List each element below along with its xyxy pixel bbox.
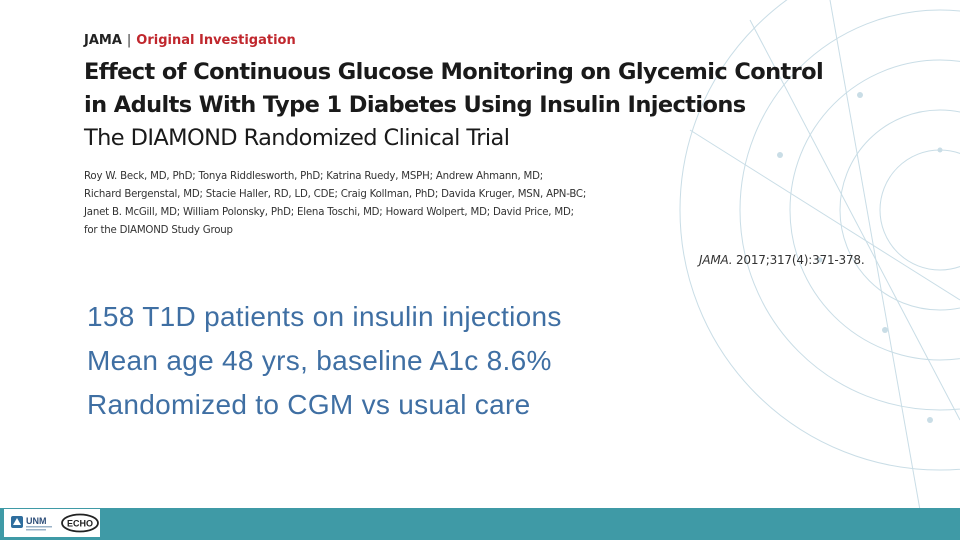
author-line: Roy W. Beck, MD, PhD; Tonya Riddlesworth… (84, 171, 543, 182)
summary-points: 158 T1D patients on insulin injections M… (87, 295, 562, 427)
citation-details: 2017;317(4):371-378. (735, 253, 865, 267)
author-line: Janet B. McGill, MD; William Polonsky, P… (84, 207, 574, 218)
journal-header: JAMA | Original Investigation (84, 33, 296, 48)
footer-logos: UNM ECHO (4, 509, 100, 537)
article-subtitle: The DIAMOND Randomized Clinical Trial (84, 125, 510, 151)
journal-name: JAMA (84, 33, 122, 48)
summary-point: Mean age 48 yrs, baseline A1c 8.6% (87, 345, 552, 376)
author-line: Richard Bergenstal, MD; Stacie Haller, R… (84, 189, 587, 200)
summary-point: 158 T1D patients on insulin injections (87, 301, 562, 332)
citation-journal: JAMA. (699, 253, 733, 267)
summary-point: Randomized to CGM vs usual care (87, 389, 531, 420)
journal-separator: | (126, 33, 132, 48)
unm-logo-text: UNM (26, 516, 47, 526)
footer-bar (0, 508, 960, 540)
article-title: Effect of Continuous Glucose Monitoring … (84, 56, 824, 122)
author-line: for the DIAMOND Study Group (84, 225, 233, 236)
echo-logo-text: ECHO (67, 519, 93, 529)
article-title-line: in Adults With Type 1 Diabetes Using Ins… (84, 92, 746, 118)
citation: JAMA. 2017;317(4):371-378. (699, 253, 865, 267)
author-list: Roy W. Beck, MD, PhD; Tonya Riddlesworth… (84, 168, 587, 240)
article-type: Original Investigation (136, 33, 296, 48)
article-title-line: Effect of Continuous Glucose Monitoring … (84, 59, 824, 85)
background-circle-pattern (679, 0, 960, 510)
echo-logo: ECHO (61, 513, 99, 533)
unm-logo: UNM (11, 516, 52, 531)
